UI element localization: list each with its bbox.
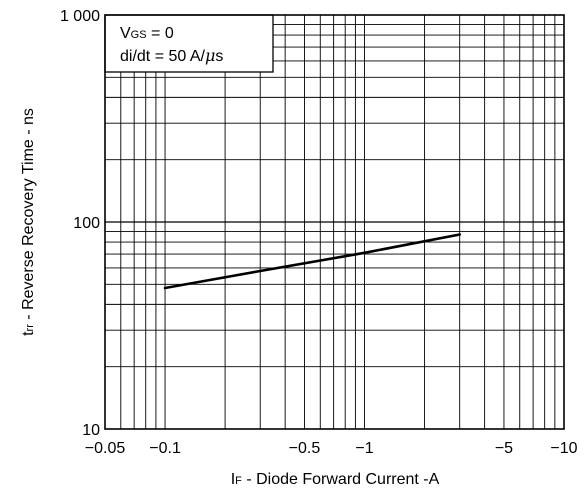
x-axis-label: IF - Diode Forward Current -A xyxy=(231,471,440,488)
plot-frame xyxy=(104,14,565,430)
y-tick-label: 10 xyxy=(82,422,100,439)
x-tick-label: −5 xyxy=(495,440,513,457)
x-tick-labels: −0.05 −0.1 −0.5 −1 −5 −10 xyxy=(85,440,578,457)
x-tick-label: −0.05 xyxy=(85,440,126,457)
annotation-box xyxy=(104,14,274,73)
x-tick-label: −1 xyxy=(355,440,373,457)
annotation-vgs: VGS = 0 xyxy=(120,25,174,42)
annotation-box-frame xyxy=(104,14,274,73)
y-axis-label: trr - Reverse Recovery Time - ns xyxy=(20,108,37,336)
y-tick-label: 100 xyxy=(73,215,100,232)
annotation-didt: di/dt = 50 A/μs xyxy=(120,46,223,65)
series-layer xyxy=(163,233,462,290)
y-tick-labels: 10 100 1 000 xyxy=(60,8,100,439)
x-tick-label: −10 xyxy=(550,440,577,457)
series-line xyxy=(163,233,462,290)
x-tick-label: −0.5 xyxy=(289,440,321,457)
y-tick-label: 1 000 xyxy=(60,8,100,25)
x-tick-label: −0.1 xyxy=(149,440,181,457)
